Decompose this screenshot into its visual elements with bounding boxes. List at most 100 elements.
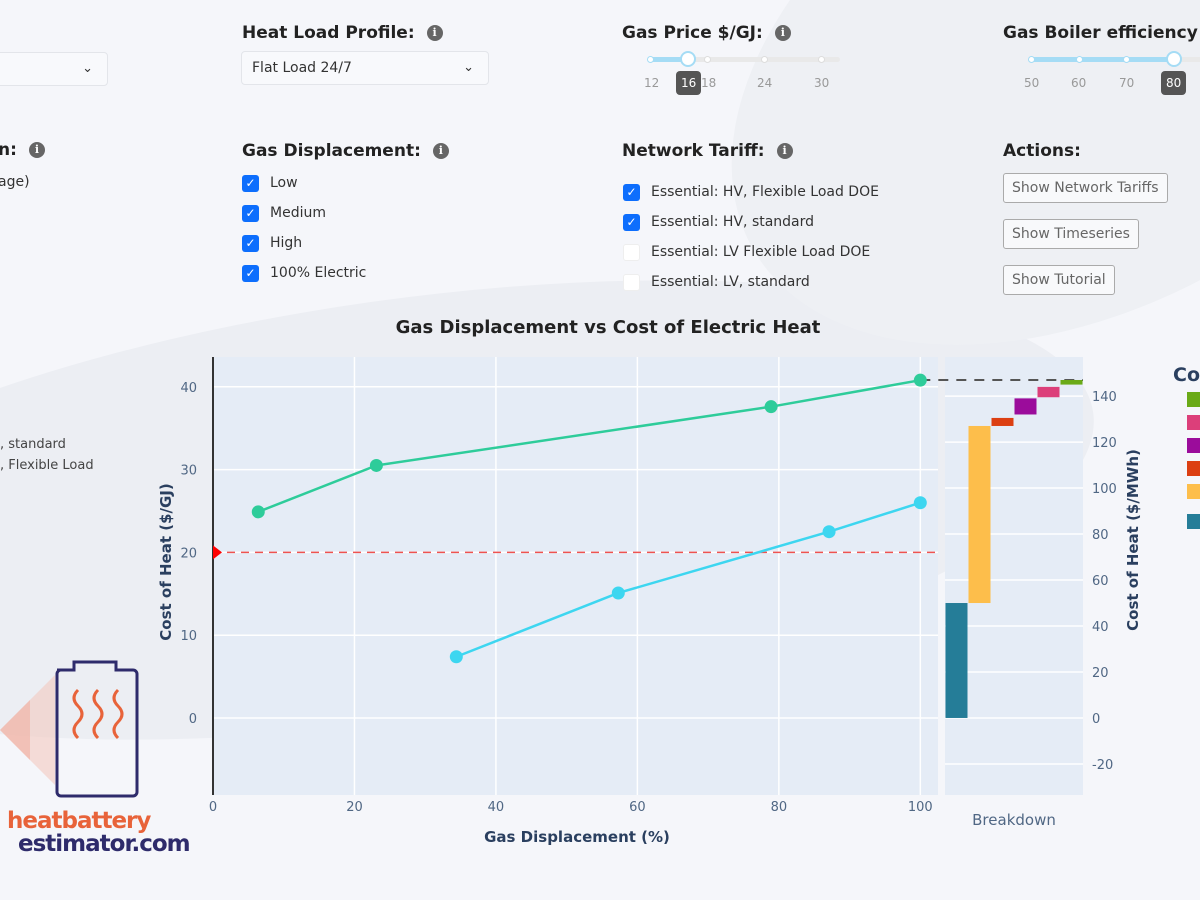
heat-load-select[interactable]: Flat Load 24/7 ⌄: [241, 51, 489, 85]
x-tick-label: 80: [771, 800, 788, 815]
legend-item: , standard: [0, 437, 66, 452]
chevron-down-icon: ⌄: [82, 61, 93, 76]
checkbox-option[interactable]: ✓ Medium: [242, 198, 366, 228]
legend-item: , Flexible Load: [0, 458, 94, 473]
checkbox-unchecked[interactable]: [623, 273, 640, 291]
info-icon[interactable]: i: [774, 25, 791, 41]
checkbox-label: Essential: HV, standard: [651, 214, 815, 230]
checkbox-label: Medium: [270, 205, 326, 221]
actions-label: Actions:: [1003, 141, 1081, 161]
y2-axis-title: Cost of Heat ($/MWh): [1124, 449, 1142, 631]
gas-displacement-label: Gas Displacement: i: [242, 141, 449, 161]
slider-handle[interactable]: [680, 51, 696, 67]
y2-tick-label: 100: [1092, 482, 1117, 497]
data-point: [369, 458, 383, 472]
left-legend: , standard , Flexible Load: [0, 434, 94, 476]
checkbox-label: Essential: LV Flexible Load DOE: [651, 244, 871, 260]
slider-value: 80: [1161, 71, 1187, 95]
breakdown-label: Breakdown: [972, 811, 1056, 829]
data-point: [251, 505, 265, 519]
y2-tick-label: 80: [1092, 528, 1109, 543]
slider-handle[interactable]: [1166, 51, 1182, 67]
checkbox-option[interactable]: Essential: LV Flexible Load DOE: [623, 237, 879, 267]
show-network-tariffs-button[interactable]: Show Network Tariffs: [1003, 173, 1168, 203]
partial-value: age): [0, 174, 30, 190]
legend-swatch[interactable]: [1187, 415, 1200, 430]
checkbox-checked[interactable]: ✓: [242, 234, 259, 252]
show-tutorial-button[interactable]: Show Tutorial: [1003, 265, 1115, 295]
checkbox-checked[interactable]: ✓: [242, 174, 259, 192]
slider-tick: 24: [757, 76, 773, 90]
x-tick-label: 40: [488, 800, 505, 815]
checkbox-checked[interactable]: ✓: [242, 264, 259, 282]
checkbox-label: Low: [270, 175, 298, 191]
y2-tick-label: 40: [1092, 620, 1109, 635]
y-tick-label: 40: [180, 381, 197, 396]
checkbox-unchecked[interactable]: [623, 243, 640, 261]
left-select[interactable]: ⌄: [0, 52, 108, 86]
waterfall-bar: [991, 417, 1014, 426]
waterfall-bar: [1060, 379, 1083, 385]
checkbox-option[interactable]: Essential: LV, standard: [623, 267, 879, 297]
info-icon[interactable]: i: [426, 25, 443, 41]
info-icon[interactable]: i: [28, 142, 45, 158]
checkbox-checked[interactable]: ✓: [623, 183, 640, 201]
checkbox-label: Essential: LV, standard: [651, 274, 810, 290]
slider-tick: 18: [701, 76, 717, 90]
y2-tick-label: 120: [1092, 436, 1117, 451]
gas-price-label: Gas Price $/GJ: i: [622, 23, 791, 43]
right-legend-title: Co: [1173, 364, 1200, 386]
series-line: [455, 501, 921, 658]
gas-displacement-options: ✓ Low ✓ Medium ✓ High ✓ 100% Electric: [242, 168, 366, 288]
legend-swatch[interactable]: [1187, 484, 1200, 499]
y-axis-title: Cost of Heat ($/GJ): [157, 483, 175, 640]
legend-swatch[interactable]: [1187, 514, 1200, 529]
slider-tick: 60: [1071, 76, 1087, 90]
legend-swatch[interactable]: [1187, 461, 1200, 476]
breakdown-plot-area: [945, 357, 1083, 795]
y2-tick-label: -20: [1092, 758, 1113, 773]
x-tick-label: 0: [209, 800, 217, 815]
checkbox-option[interactable]: ✓ Low: [242, 168, 366, 198]
y2-tick-label: 140: [1092, 390, 1117, 405]
partial-label: n: i: [0, 140, 45, 160]
x-tick-label: 60: [629, 800, 646, 815]
heat-load-label: Heat Load Profile: i: [242, 23, 443, 43]
checkbox-option[interactable]: ✓ 100% Electric: [242, 258, 366, 288]
checkbox-checked[interactable]: ✓: [242, 204, 259, 222]
legend-swatch[interactable]: [1187, 438, 1200, 453]
x-tick-label: 20: [346, 800, 363, 815]
y-tick-label: 30: [180, 464, 197, 479]
slider-tick: 30: [814, 76, 830, 90]
data-point: [764, 400, 778, 414]
data-point: [822, 525, 836, 539]
waterfall-bar: [945, 603, 968, 718]
checkbox-option[interactable]: ✓ Essential: HV, Flexible Load DOE: [623, 177, 879, 207]
checkbox-option[interactable]: ✓ Essential: HV, standard: [623, 207, 879, 237]
chart-title: Gas Displacement vs Cost of Electric Hea…: [396, 317, 821, 338]
show-timeseries-button[interactable]: Show Timeseries: [1003, 219, 1139, 249]
series-line: [257, 378, 921, 513]
y2-tick-label: 0: [1092, 712, 1100, 727]
x-axis-title: Gas Displacement (%): [484, 828, 670, 846]
checkbox-label: High: [270, 235, 303, 251]
y-tick-label: 0: [189, 712, 197, 727]
y2-tick-label: 20: [1092, 666, 1109, 681]
plot-area: [213, 357, 938, 795]
data-point: [913, 496, 927, 510]
info-icon[interactable]: i: [432, 143, 449, 159]
y2-tick-label: 60: [1092, 574, 1109, 589]
logo-line2: estimator.com: [18, 831, 191, 857]
waterfall-bar: [1037, 386, 1060, 398]
info-icon[interactable]: i: [776, 143, 793, 159]
network-tariff-label: Network Tariff: i: [622, 141, 793, 161]
data-point: [913, 373, 927, 387]
checkbox-label: 100% Electric: [270, 265, 367, 281]
data-point: [449, 650, 463, 664]
checkbox-option[interactable]: ✓ High: [242, 228, 366, 258]
checkbox-checked[interactable]: ✓: [623, 213, 640, 231]
y-tick-label: 10: [180, 629, 197, 644]
y-tick-label: 20: [180, 546, 197, 561]
legend-swatch[interactable]: [1187, 392, 1200, 407]
